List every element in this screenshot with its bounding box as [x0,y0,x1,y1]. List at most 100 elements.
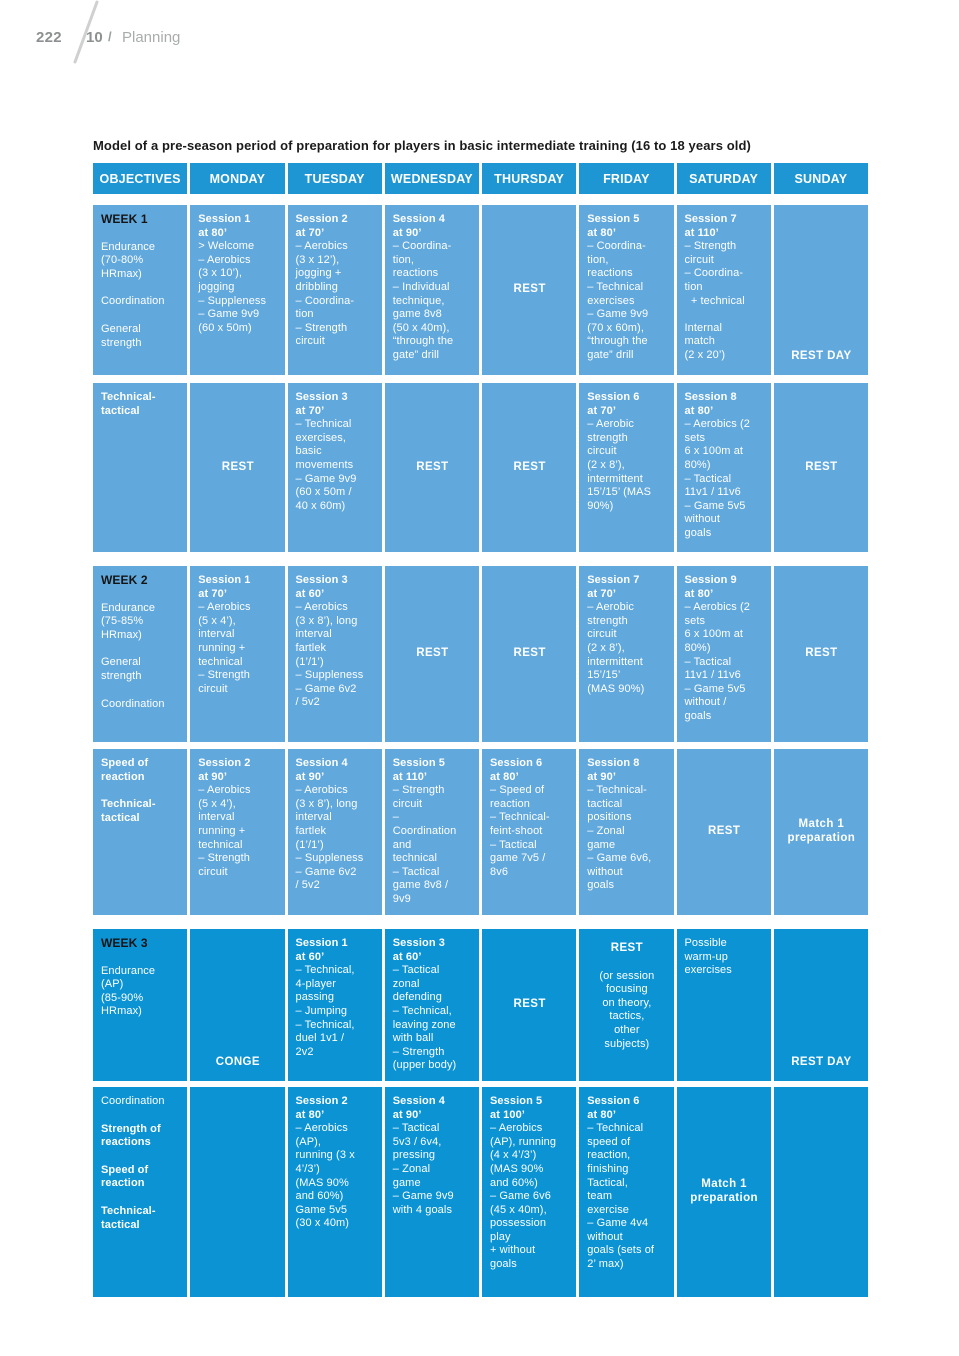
match-preparation-cell: Match 1 preparation [676,1086,771,1297]
rest-note: (or session focusing on theory, tactics,… [599,969,655,1050]
session-cell: Session 2 at 80’ – Aerobics (AP), running… [287,1086,382,1297]
note-cell: Possible warm-up exercises [676,929,771,1081]
session-details: – Aerobics (5 x 4’), interval running + … [198,784,251,878]
session-details: – Tactical zonal defending – Technical, … [392,964,457,1072]
session-title: Session 7 at 70’ [587,574,640,600]
week-row: WEEK 2 Endurance (75-85% HRmax) General st… [93,566,868,742]
session-cell: Session 7 at 70’ – Aerobic strength circu… [579,566,674,742]
session-details: – Strength circuit – Coordination and te… [392,784,457,905]
session-details: – Aerobics (AP), running (4 x 4’/3’) (MA… [490,1122,557,1271]
session-details: – Aerobic strength circuit (2 x 8’), int… [587,418,652,512]
rest-label: REST [221,460,255,473]
objective-item: Speed of reaction [101,757,149,783]
rest-label: REST [513,460,546,473]
rest-label: REST [416,647,449,660]
note-text: Possible warm-up exercises [684,937,732,977]
table-title: Model of a pre-season period of preparat… [93,138,751,153]
session-details: – Tactical 5v3 / 6v4, pressing – Zonal g… [392,1122,454,1216]
session-cell: Session 8 at 90’ – Technical- tactical po… [579,749,674,915]
rest-cell: REST [482,205,577,375]
session-details: – Aerobics (3 x 8’), long interval fartl… [295,784,364,892]
rest-day-cell: REST DAY [773,929,868,1081]
conge-cell: CONGE [190,929,285,1081]
session-title: Session 1 at 60’ [295,937,348,963]
session-title: Session 4 at 90’ [392,213,446,239]
session-cell: Session 8 at 80’ – Aerobics (2 sets 6 x 1… [676,383,771,552]
session-details: – Technical, 4-player passing – Jumping … [295,964,355,1058]
objectives-cell: Speed of reaction Technical- tactical [93,749,188,915]
session-title: Session 4 at 90’ [392,1094,446,1121]
rest-label: REST [513,998,546,1011]
objectives-cell: WEEK 2 Endurance (75-85% HRmax) General st… [93,566,188,742]
session-details: – Aerobics (2 sets 6 x 100m at 80%) – Ta… [684,601,751,722]
week-row: WEEK 1 Endurance (70-80% HRmax) Coordinati… [93,205,868,375]
objective-item: General strength [101,322,142,349]
session-details: – Technical speed of reaction, finishing… [587,1122,655,1271]
rest-label: REST [513,647,546,660]
session-title: Session 3 at 70’ [295,391,348,417]
match-preparation-cell: Match 1 preparation [773,749,868,915]
rest-label: REST [707,825,741,838]
session-details: – Aerobics (3 x 12’), jogging + dribblin… [295,240,355,348]
objective-item: Coordination [101,295,165,308]
session-cell: Session 1 at 60’ – Technical, 4-player pa… [287,929,382,1081]
session-cell: Session 4 at 90’ – Coordina- tion, reacti… [384,205,479,375]
page-header: 222 10 / Planning [0,0,400,70]
rest-day-label: REST DAY [791,350,852,363]
objective-item: Technical- tactical [101,798,156,824]
rest-cell: REST [773,566,868,742]
objective-item: Endurance (75-85% HRmax) [101,601,156,641]
objective-item: Technical- tactical [101,1204,156,1231]
session-title: Session 4 at 90’ [295,757,348,783]
week-row: Speed of reaction Technical- tactical Sess… [93,749,868,915]
empty-cell [773,1086,868,1297]
rest-label: REST [610,942,644,954]
session-cell: Session 1 at 70’ – Aerobics (5 x 4’), int… [190,566,285,742]
week-row: Coordination Strength of reactions Speed o… [93,1086,868,1297]
session-title: Session 3 at 60’ [295,574,348,600]
column-header: WEDNESDAY [384,163,479,194]
rest-label: REST [416,460,449,473]
rest-cell: REST [384,566,479,742]
rest-cell: REST [773,383,868,552]
session-title: Session 1 at 70’ [198,574,251,600]
objectives-cell: WEEK 3 Endurance (AP) (85-90% HRmax) [93,929,188,1081]
rest-label: REST [805,460,838,473]
session-cell: Session 2 at 70’ – Aerobics (3 x 12’), jo… [287,205,382,375]
column-header: MONDAY [190,163,285,194]
session-title: Session 1 at 80’ [198,213,251,239]
session-title: Session 3 at 60’ [392,937,446,963]
column-header: FRIDAY [579,163,674,194]
objectives-cell: Technical- tactical [93,383,188,552]
session-details: – Coordina- tion, reactions – Technical … [587,240,649,361]
session-title: Session 6 at 80’ [490,757,543,783]
session-cell: Session 5 at 80’ – Coordina- tion, reacti… [579,205,674,375]
rest-day-cell: REST DAY [773,205,868,375]
objective-item: Speed of reaction [101,1163,149,1190]
week-label: WEEK 2 [101,573,148,587]
separator-slash: / [108,29,112,44]
rest-cell: REST [676,749,771,915]
rest-cell: REST [482,566,577,742]
session-details: – Technical- tactical positions – Zonal … [587,784,652,892]
session-title: Session 8 at 80’ [684,391,737,417]
session-cell: Session 4 at 90’ – Aerobics (3 x 8’), lon… [287,749,382,915]
objective-item: General strength [101,656,142,682]
objective-item: Coordination [101,1094,165,1107]
slash-graphic [73,0,99,64]
session-details: – Aerobics (3 x 8’), long interval fartl… [295,601,364,709]
session-cell: Session 6 at 80’ – Speed of reaction – Te… [482,749,577,915]
session-details: – Aerobics (5 x 4’), interval running + … [198,601,251,695]
session-title: Session 2 at 80’ [295,1094,348,1121]
session-title: Session 8 at 90’ [587,757,640,783]
objective-item: Endurance (70-80% HRmax) [101,240,156,280]
session-details: – Strength circuit – Coordina- tion + te… [684,240,745,361]
session-title: Session 9 at 80’ [684,574,737,600]
session-details: – Speed of reaction – Technical- feint-s… [490,784,550,878]
chapter-number: 10 [86,29,103,46]
column-header: TUESDAY [287,163,382,194]
session-details: – Technical exercises, basic movements –… [295,418,357,512]
rest-label: REST [805,647,838,660]
column-header: SATURDAY [676,163,771,194]
session-title: Session 5 at 100’ [490,1094,543,1121]
